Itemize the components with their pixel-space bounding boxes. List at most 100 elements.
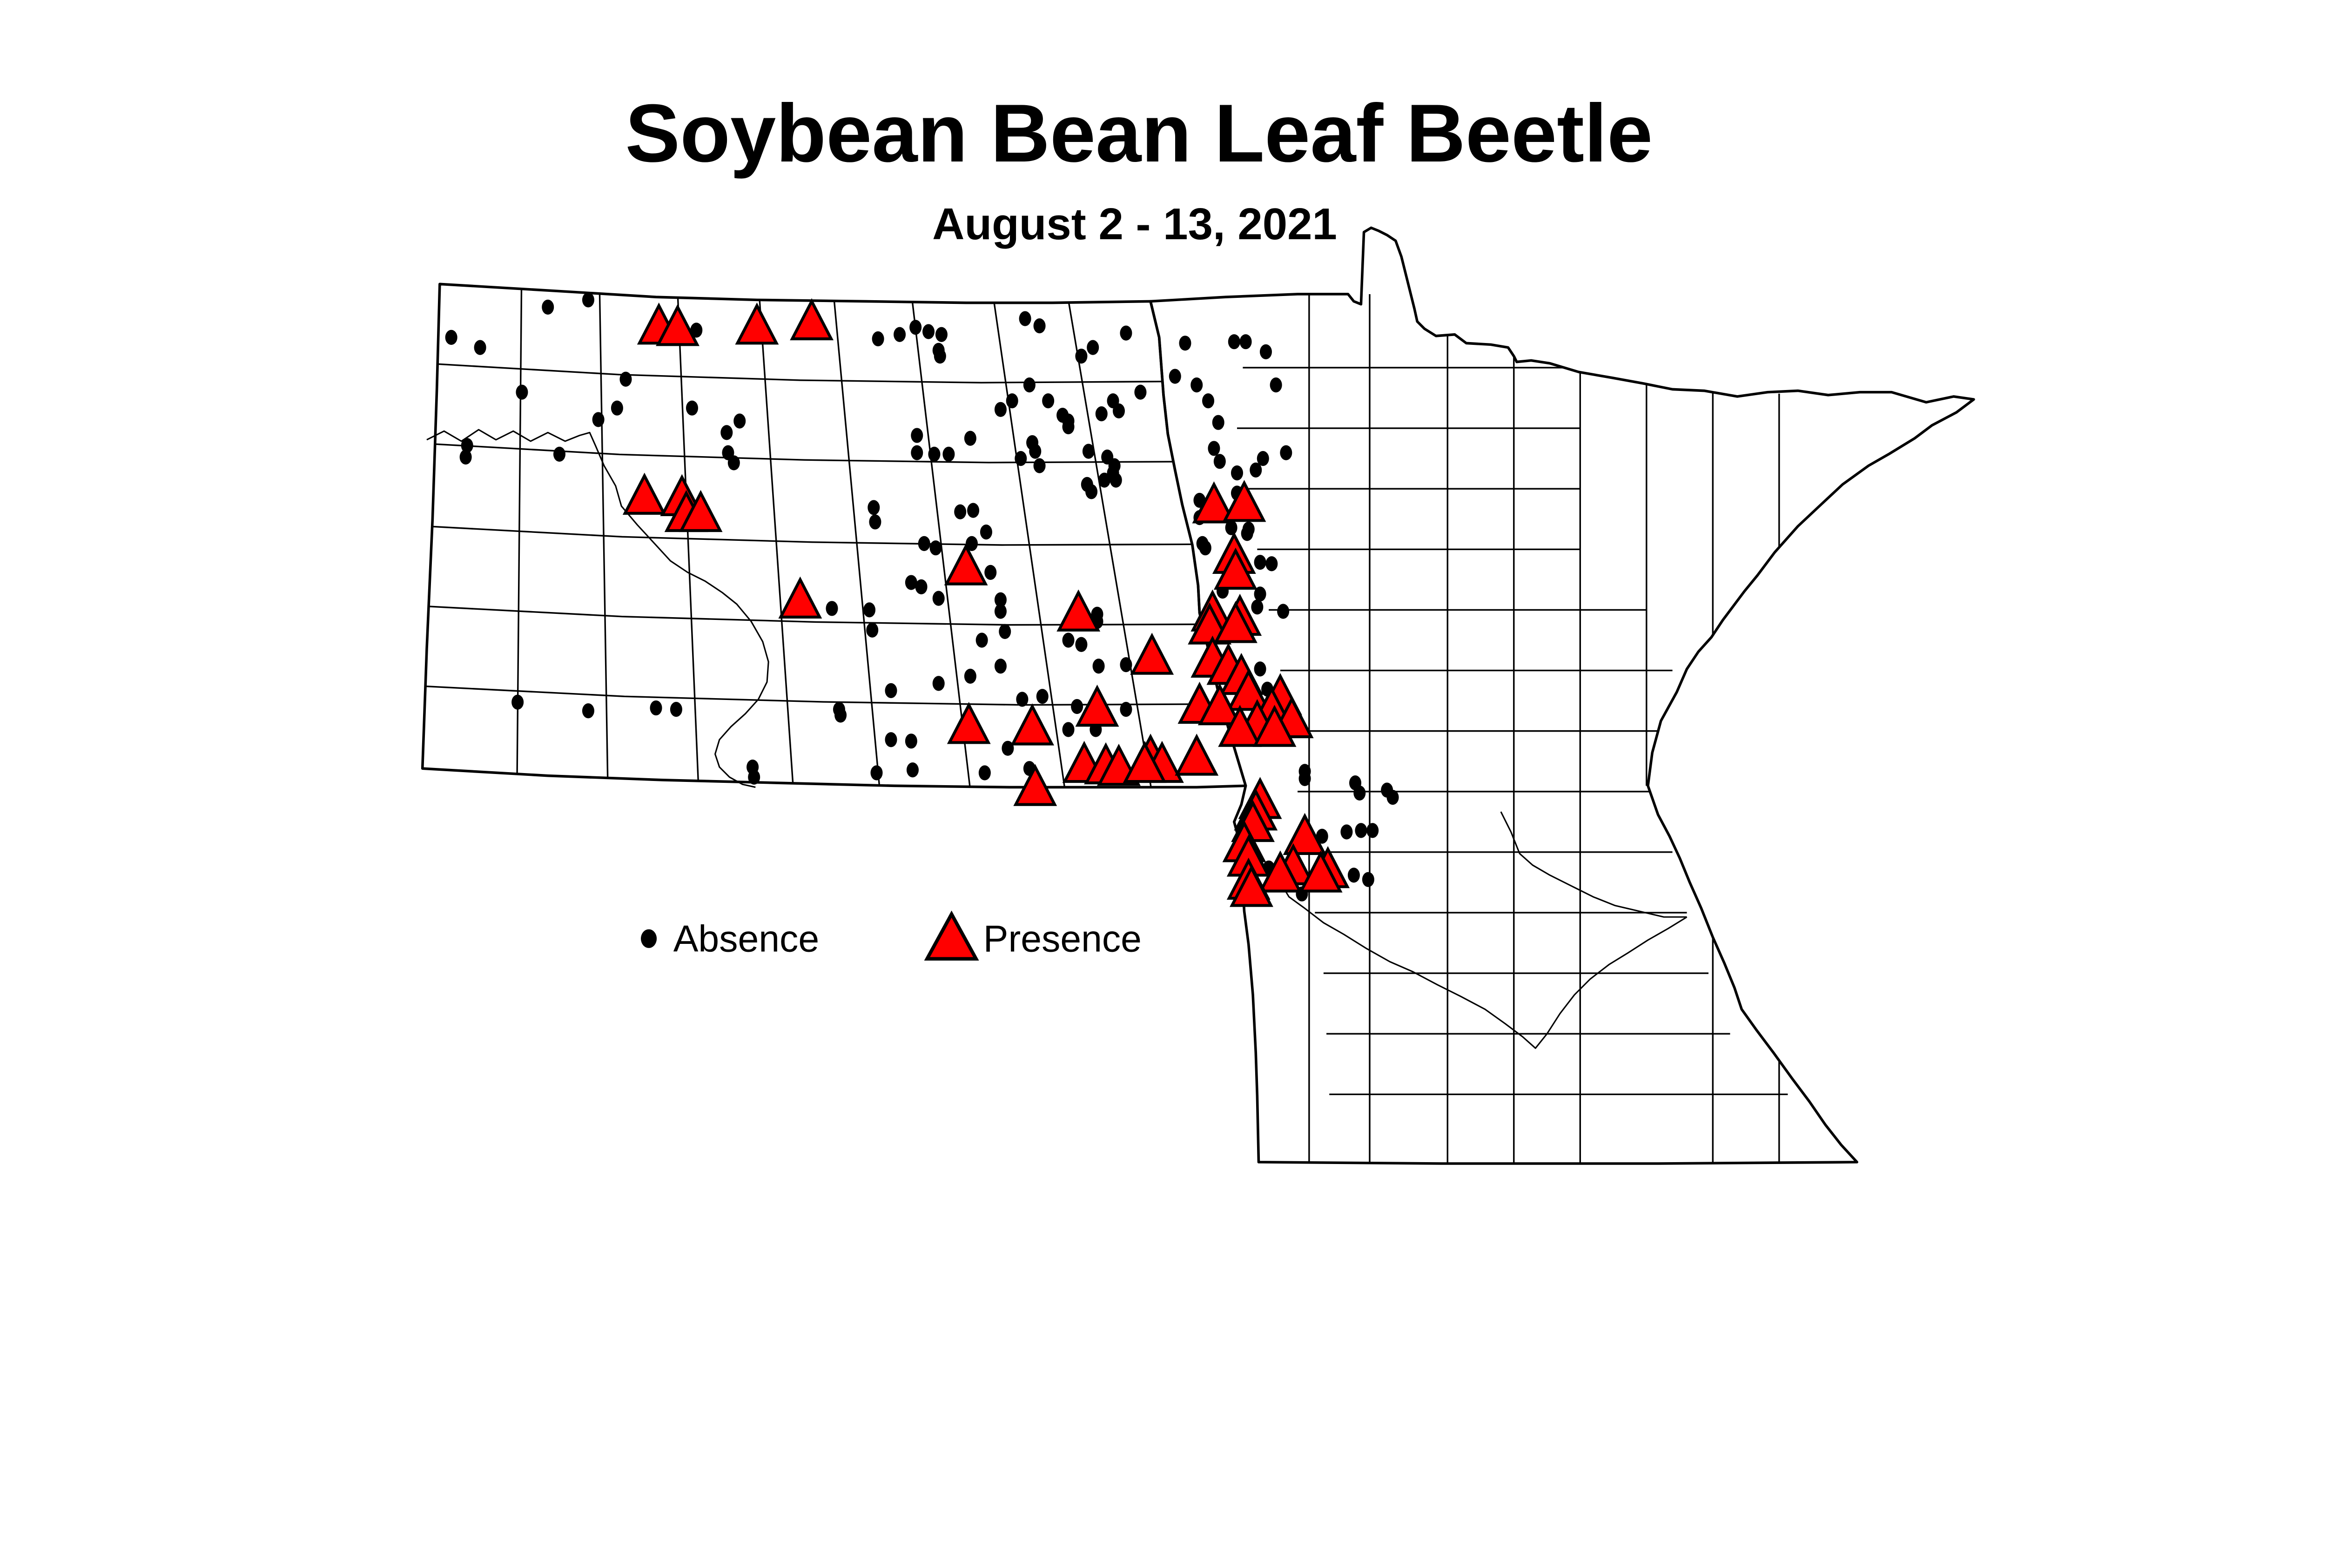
- presence-triangle: [1218, 705, 1262, 747]
- presence-triangle: [1222, 480, 1266, 522]
- legend: Absence Presence: [641, 910, 1142, 961]
- absence-dot: [1298, 771, 1311, 786]
- absence-dot: [1202, 393, 1215, 409]
- absence-dot: [619, 371, 632, 387]
- absence-dot: [894, 327, 906, 342]
- absence-dot: [905, 575, 917, 590]
- absence-dot: [1092, 659, 1105, 674]
- absence-dot: [1254, 661, 1266, 677]
- presence-triangle: [778, 576, 822, 619]
- absence-dot: [1019, 311, 1031, 326]
- absence-dot: [1062, 419, 1075, 435]
- presence-triangle: [1213, 601, 1258, 643]
- absence-dot: [727, 455, 740, 471]
- absence-dot: [1190, 377, 1203, 393]
- absence-dot: [1254, 586, 1266, 602]
- absence-dot: [872, 331, 884, 347]
- absence-dot: [932, 676, 945, 691]
- absence-dot: [932, 591, 945, 606]
- absence-dot: [915, 579, 928, 594]
- absence-dot: [978, 765, 991, 781]
- absence-dot: [1225, 520, 1237, 535]
- absence-dot: [1169, 369, 1181, 384]
- absence-dot: [1213, 454, 1226, 469]
- presence-triangle: [1298, 850, 1343, 893]
- map-title: Soybean Bean Leaf Beetle: [625, 87, 1653, 179]
- absence-dot: [1347, 868, 1360, 883]
- legend-presence-label: Presence: [983, 918, 1142, 960]
- absence-dot: [834, 707, 847, 723]
- absence-dot: [980, 525, 992, 540]
- absence-dot: [885, 683, 897, 698]
- presence-triangle: [1230, 865, 1273, 907]
- absence-dot: [942, 446, 955, 462]
- absence-dot: [1085, 484, 1098, 499]
- absence-dot: [1023, 377, 1036, 393]
- absence-dot: [1231, 465, 1244, 481]
- absence-dot: [999, 624, 1011, 639]
- absence-dot: [1179, 336, 1191, 351]
- absence-dot: [1002, 740, 1014, 756]
- presence-triangle: [1056, 589, 1101, 632]
- presence-triangle: [790, 298, 834, 341]
- absence-dot: [1254, 555, 1266, 570]
- map-subtitle: August 2 - 13, 2021: [932, 199, 1337, 249]
- absence-dot: [1062, 633, 1075, 648]
- absence-dot: [733, 413, 746, 429]
- absence-dot: [1134, 384, 1147, 400]
- presence-markers: [622, 298, 1350, 907]
- absence-dot: [1340, 824, 1353, 840]
- absence-dot: [965, 536, 978, 552]
- absence-dot: [1259, 344, 1272, 359]
- absence-dot: [1120, 702, 1132, 717]
- presence-triangle: [622, 472, 666, 515]
- absence-dot: [542, 299, 554, 315]
- presence-triangle-icon: [924, 910, 979, 961]
- absence-dot: [748, 769, 760, 785]
- presence-triangle: [1213, 547, 1258, 590]
- absence-dot: [994, 659, 1007, 674]
- absence-dot: [1120, 657, 1132, 673]
- absence-dot: [1006, 393, 1018, 409]
- absence-dot: [516, 384, 528, 400]
- presence-triangle: [1175, 734, 1219, 776]
- absence-dot: [1112, 403, 1125, 419]
- distribution-map: Soybean Bean Leaf Beetle August 2 - 13, …: [421, 87, 1975, 1165]
- absence-dot: [1062, 722, 1075, 737]
- absence-dot: [922, 324, 935, 339]
- absence-dot: [1042, 393, 1055, 409]
- absence-dot: [870, 765, 883, 781]
- absence-dot: [975, 633, 988, 648]
- absence-dot: [869, 514, 881, 530]
- absence-dot: [1082, 444, 1095, 459]
- absence-dot: [670, 702, 682, 717]
- absence-dot: [1033, 318, 1046, 334]
- absence-dot: [445, 330, 457, 345]
- presence-triangle: [1013, 764, 1057, 806]
- presence-triangle: [1258, 850, 1302, 893]
- absence-dot: [885, 732, 897, 747]
- absence-dot: [964, 668, 976, 684]
- absence-dot: [1355, 823, 1367, 838]
- absence-dot-icon: [641, 929, 657, 948]
- absence-dot: [1016, 692, 1029, 707]
- absence-dot: [863, 602, 876, 618]
- absence-dot: [905, 734, 917, 749]
- absence-dot: [911, 445, 923, 460]
- absence-dot: [690, 323, 703, 338]
- absence-dot: [582, 292, 594, 308]
- absence-dot: [868, 500, 880, 515]
- absence-dot: [928, 446, 941, 462]
- county-lines-minnesota: [1237, 294, 1788, 1164]
- absence-dot: [967, 503, 980, 518]
- absence-dot: [1250, 462, 1262, 478]
- presence-triangle: [1226, 668, 1271, 711]
- absence-dot: [582, 703, 594, 719]
- absence-dot: [1098, 472, 1110, 488]
- absence-dot: [1366, 823, 1379, 838]
- presence-triangle: [944, 543, 988, 585]
- absence-dot: [461, 438, 473, 453]
- presence-triangle: [1283, 813, 1327, 855]
- presence-triangle: [679, 490, 723, 532]
- absence-dot: [720, 425, 733, 440]
